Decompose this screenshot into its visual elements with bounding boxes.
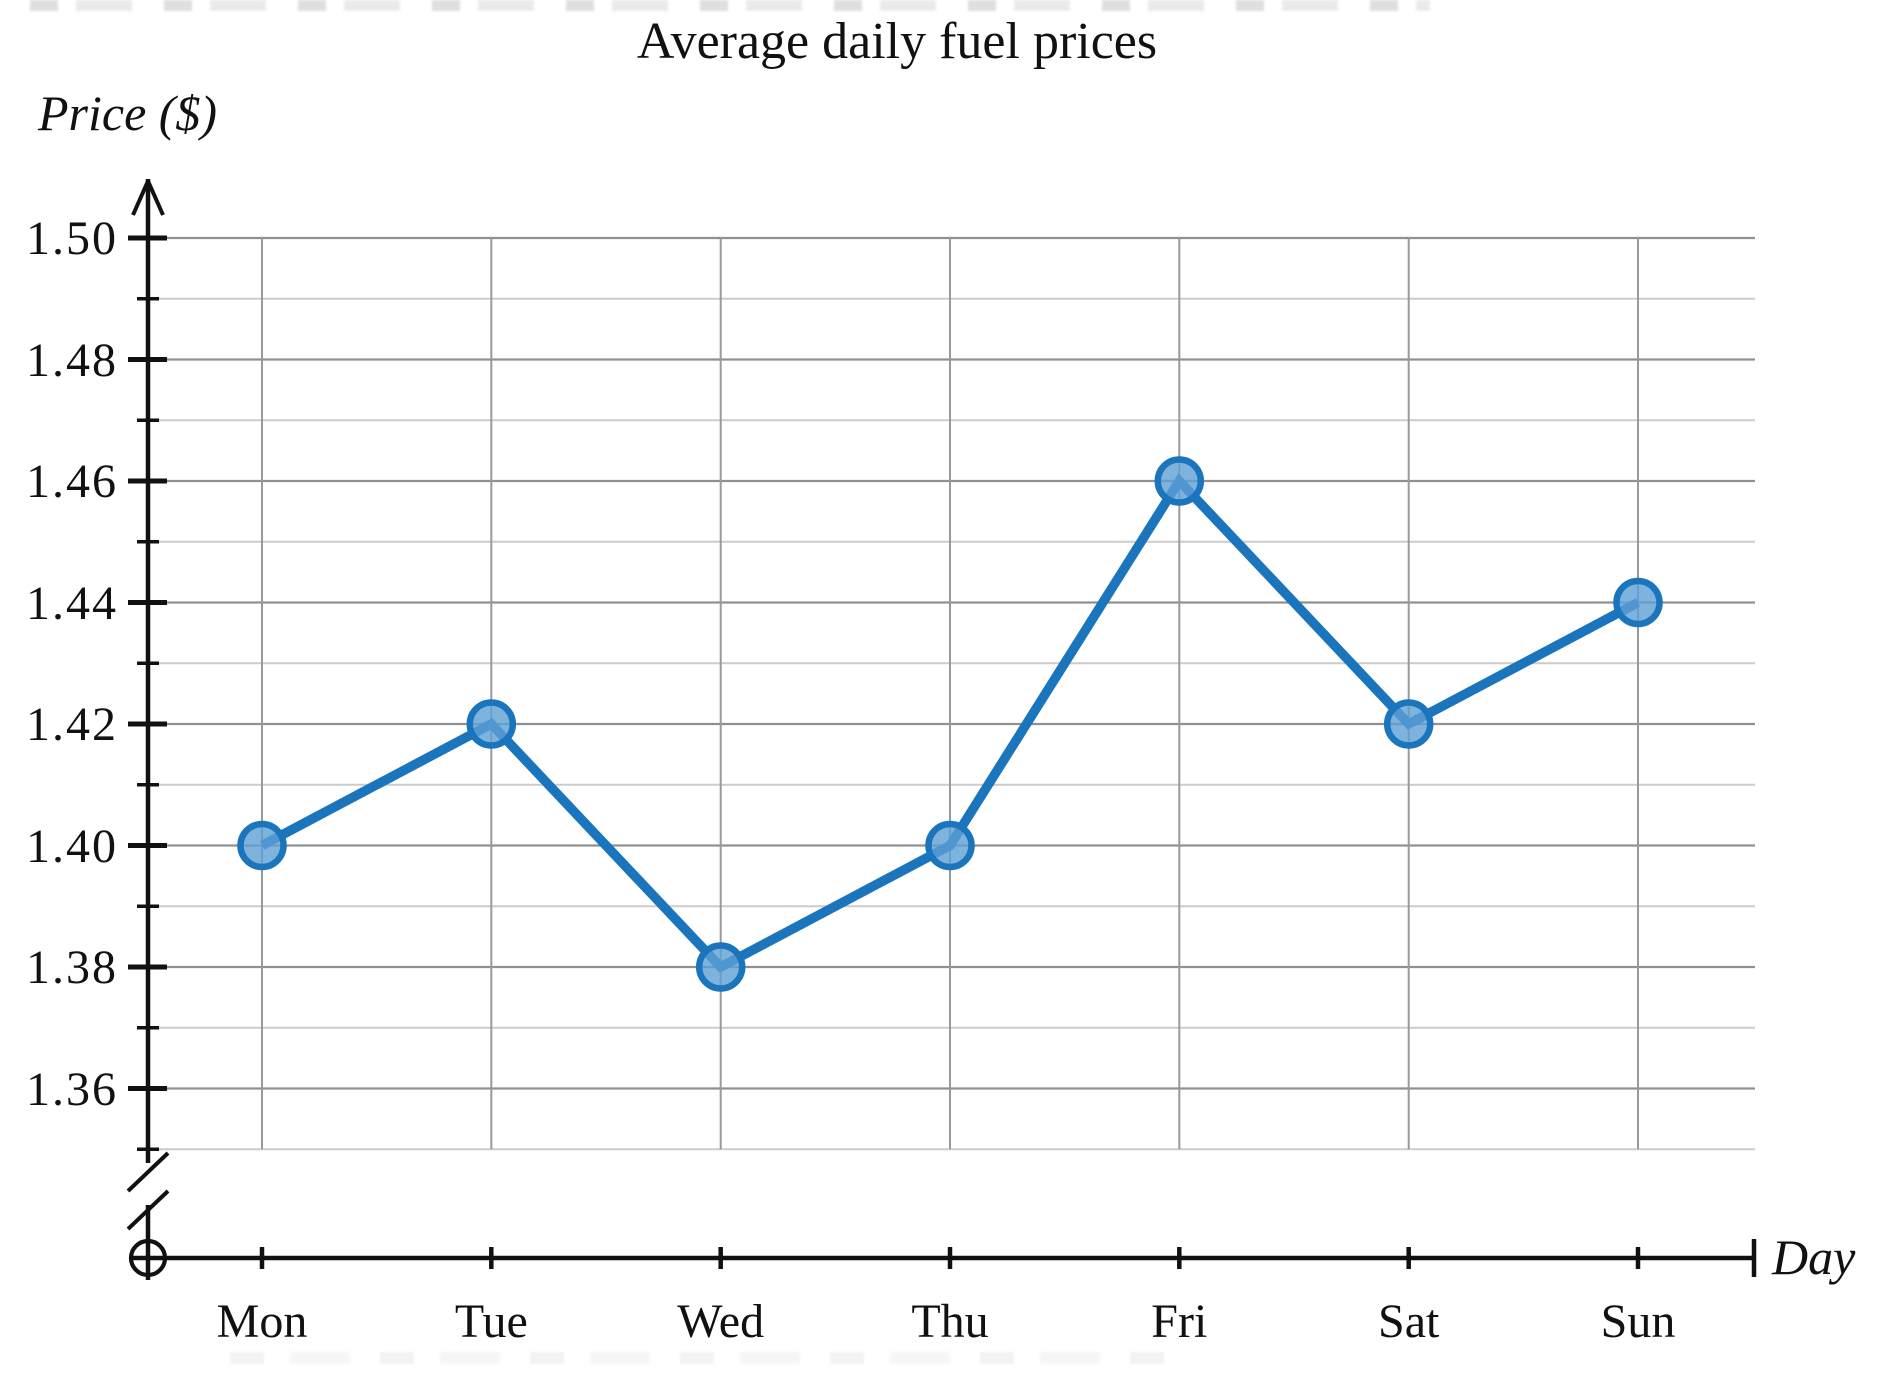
y-tick-label: 1.38 xyxy=(26,941,118,994)
data-point xyxy=(1383,699,1434,749)
y-tick-label: 1.48 xyxy=(26,333,118,387)
chart-title: Average daily fuel prices xyxy=(636,13,1158,70)
x-tick-label: Sat xyxy=(1378,1295,1440,1348)
data-point xyxy=(1613,577,1663,628)
scan-artifact-bottom xyxy=(230,1352,1190,1364)
x-tick-label: Sun xyxy=(1600,1295,1676,1348)
data-point xyxy=(237,820,287,871)
x-axis-title: Day xyxy=(1772,1229,1856,1285)
x-tick-label: Tue xyxy=(454,1295,528,1348)
y-axis-arrowhead xyxy=(146,180,165,216)
x-tick-label: Wed xyxy=(677,1295,765,1348)
y-tick-label: 1.42 xyxy=(26,698,118,751)
y-tick-label: 1.46 xyxy=(26,455,118,508)
data-point xyxy=(695,942,746,992)
x-tick-label: Thu xyxy=(911,1295,989,1348)
x-tick-label: Mon xyxy=(216,1295,308,1348)
data-point xyxy=(466,699,517,749)
x-tick-label: Fri xyxy=(1151,1295,1208,1348)
y-axis-title: Price ($) xyxy=(38,85,218,141)
y-tick-label: 1.40 xyxy=(26,819,118,873)
data-point xyxy=(925,820,975,871)
y-tick-label: 1.44 xyxy=(26,576,118,630)
axis-break-slash xyxy=(126,1151,170,1193)
y-tick-label: 1.36 xyxy=(26,1062,118,1116)
origin-marker xyxy=(128,1238,168,1278)
scan-artifact-top xyxy=(30,0,1430,11)
y-axis-arrowhead xyxy=(131,180,150,216)
y-tick-label: 1.50 xyxy=(26,212,118,265)
data-point xyxy=(1154,456,1205,506)
